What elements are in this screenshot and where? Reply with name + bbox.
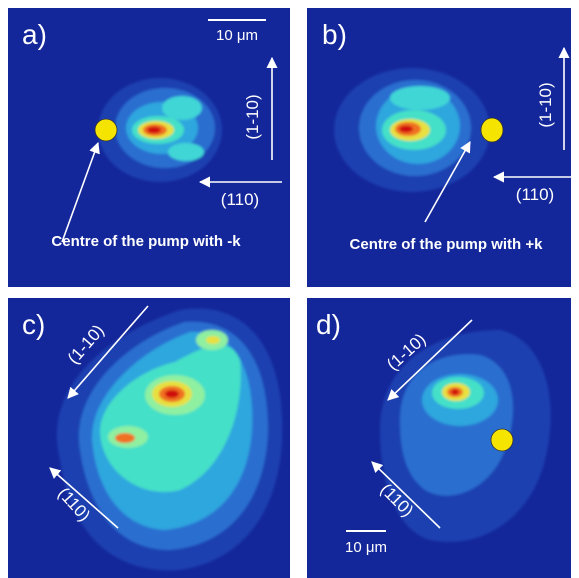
panel-label: d) (316, 309, 341, 340)
panel-label: b) (322, 19, 347, 50)
pump-centre (95, 119, 117, 141)
page: {"panels": [ {"label": "a)", "scale_bar"… (0, 0, 579, 578)
axis-label: (110) (221, 190, 259, 209)
panel-label: c) (22, 309, 45, 340)
axis-label: (1-10) (243, 94, 262, 139)
pump-centre (491, 429, 513, 451)
panel-a: a) 10 μm (1-10) (110) Centre of the pump… (8, 8, 290, 287)
axis-label: (110) (516, 185, 554, 204)
caption: Centre of the pump with -k (51, 233, 241, 250)
caption: Centre of the pump with +k (350, 236, 544, 253)
scale-label: 10 μm (216, 27, 258, 44)
pump-centre (481, 118, 503, 142)
intensity-map (334, 68, 490, 192)
panel-b: b) (1-10) (110) Centre of the pump with … (307, 8, 571, 287)
panel-d: d) (1-10) (110) 10 μm (307, 298, 571, 578)
panel-label: a) (22, 19, 47, 50)
scale-label: 10 μm (345, 539, 387, 556)
panel-c: c) (1-10) (110) (8, 298, 290, 578)
figure: a) 10 μm (1-10) (110) Centre of the pump… (0, 0, 579, 578)
axis-label: (1-10) (536, 82, 555, 127)
